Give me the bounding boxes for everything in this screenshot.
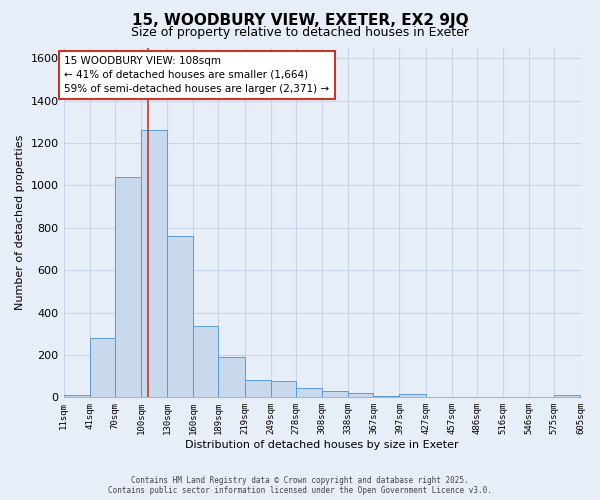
Text: Size of property relative to detached houses in Exeter: Size of property relative to detached ho… [131, 26, 469, 39]
Bar [193, 326, 218, 398]
Text: Contains HM Land Registry data © Crown copyright and database right 2025.
Contai: Contains HM Land Registry data © Crown c… [108, 476, 492, 495]
Text: 15, WOODBURY VIEW, EXETER, EX2 9JQ: 15, WOODBURY VIEW, EXETER, EX2 9JQ [131, 12, 469, 28]
Bar [425, 396, 452, 398]
Bar [141, 130, 167, 398]
Bar [64, 395, 89, 398]
Bar [218, 357, 245, 398]
Bar [322, 391, 348, 398]
Bar [167, 236, 193, 398]
Bar [400, 394, 425, 398]
Y-axis label: Number of detached properties: Number of detached properties [15, 134, 25, 310]
X-axis label: Distribution of detached houses by size in Exeter: Distribution of detached houses by size … [185, 440, 459, 450]
Bar [348, 393, 373, 398]
Bar [271, 382, 296, 398]
Bar [89, 338, 115, 398]
Bar [245, 380, 271, 398]
Bar [452, 396, 477, 398]
Bar [554, 395, 580, 398]
Bar [115, 177, 141, 398]
Bar [373, 396, 400, 398]
Bar [296, 388, 322, 398]
Text: 15 WOODBURY VIEW: 108sqm
← 41% of detached houses are smaller (1,664)
59% of sem: 15 WOODBURY VIEW: 108sqm ← 41% of detach… [64, 56, 329, 94]
